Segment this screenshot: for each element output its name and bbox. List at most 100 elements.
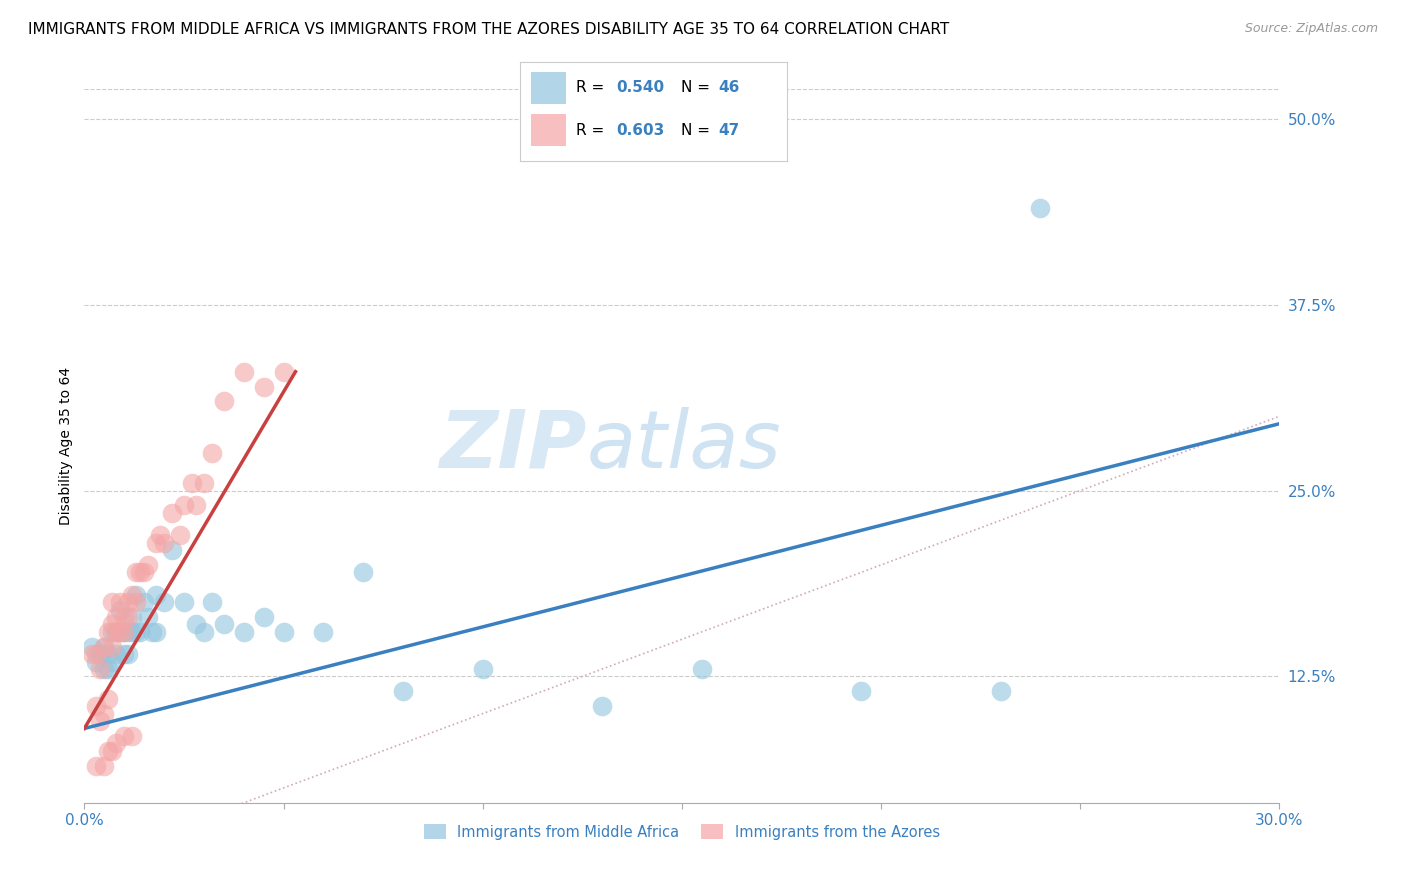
Text: R =: R =	[576, 122, 609, 137]
FancyBboxPatch shape	[531, 72, 565, 103]
Point	[89, 647, 111, 661]
Point	[117, 610, 139, 624]
Point	[153, 595, 176, 609]
Point	[101, 655, 124, 669]
Point	[471, 662, 494, 676]
Point	[253, 379, 276, 393]
Point	[105, 624, 128, 639]
Point	[193, 624, 215, 639]
Point	[136, 610, 159, 624]
Point	[136, 558, 159, 572]
Point	[184, 499, 207, 513]
Point	[232, 365, 254, 379]
Point	[125, 588, 148, 602]
Point	[86, 647, 108, 661]
Text: IMMIGRANTS FROM MIDDLE AFRICA VS IMMIGRANTS FROM THE AZORES DISABILITY AGE 35 TO: IMMIGRANTS FROM MIDDLE AFRICA VS IMMIGRA…	[28, 22, 949, 37]
Point	[97, 662, 120, 676]
Point	[97, 691, 120, 706]
Point	[97, 647, 120, 661]
Point	[86, 699, 108, 714]
Point	[97, 624, 120, 639]
Point	[101, 617, 124, 632]
Y-axis label: Disability Age 35 to 64: Disability Age 35 to 64	[59, 367, 73, 525]
Text: 47: 47	[718, 122, 740, 137]
Point	[201, 446, 224, 460]
Point	[253, 610, 276, 624]
Text: R =: R =	[576, 80, 609, 95]
Point	[160, 506, 183, 520]
Point	[86, 655, 108, 669]
Text: ZIP: ZIP	[439, 407, 586, 485]
Point	[173, 595, 195, 609]
Point	[110, 602, 132, 616]
Point	[352, 566, 374, 580]
Point	[121, 729, 143, 743]
Point	[125, 566, 148, 580]
Text: atlas: atlas	[586, 407, 782, 485]
Point	[112, 729, 135, 743]
Point	[105, 647, 128, 661]
Point	[110, 624, 132, 639]
Point	[212, 394, 235, 409]
Point	[125, 624, 148, 639]
Point	[121, 624, 143, 639]
Point	[112, 624, 135, 639]
Point	[232, 624, 254, 639]
Point	[82, 640, 104, 654]
Point	[392, 684, 415, 698]
Point	[117, 595, 139, 609]
Text: 0.603: 0.603	[616, 122, 665, 137]
Legend: Immigrants from Middle Africa, Immigrants from the Azores: Immigrants from Middle Africa, Immigrant…	[418, 818, 946, 846]
Point	[101, 640, 124, 654]
Point	[141, 624, 163, 639]
Point	[105, 736, 128, 750]
Point	[105, 624, 128, 639]
Point	[89, 714, 111, 728]
Point	[82, 647, 104, 661]
Point	[101, 624, 124, 639]
Point	[591, 699, 613, 714]
Point	[112, 610, 135, 624]
Point	[273, 624, 295, 639]
Text: N =: N =	[681, 122, 714, 137]
Text: 46: 46	[718, 80, 740, 95]
Point	[132, 566, 156, 580]
Point	[149, 528, 172, 542]
Point	[1029, 201, 1052, 215]
Point	[193, 476, 215, 491]
Point	[97, 744, 120, 758]
Point	[101, 595, 124, 609]
Point	[145, 535, 167, 549]
Point	[145, 588, 167, 602]
Point	[93, 640, 115, 654]
Point	[117, 624, 139, 639]
Point	[105, 610, 128, 624]
FancyBboxPatch shape	[531, 114, 565, 146]
Point	[145, 624, 167, 639]
Point	[129, 566, 152, 580]
Point	[201, 595, 224, 609]
Point	[93, 758, 115, 772]
Point	[169, 528, 191, 542]
Point	[125, 595, 148, 609]
Point	[173, 499, 195, 513]
Point	[121, 588, 143, 602]
Text: 0.540: 0.540	[616, 80, 665, 95]
Point	[129, 624, 152, 639]
Point	[312, 624, 335, 639]
Point	[121, 610, 143, 624]
Text: Source: ZipAtlas.com: Source: ZipAtlas.com	[1244, 22, 1378, 36]
Point	[160, 543, 183, 558]
Point	[89, 662, 111, 676]
Point	[101, 744, 124, 758]
Point	[690, 662, 713, 676]
Point	[117, 647, 139, 661]
Point	[181, 476, 204, 491]
Point	[93, 662, 115, 676]
Point	[93, 706, 115, 721]
Point	[851, 684, 873, 698]
Point	[93, 640, 115, 654]
Point	[110, 624, 132, 639]
Point	[112, 624, 135, 639]
Point	[132, 595, 156, 609]
